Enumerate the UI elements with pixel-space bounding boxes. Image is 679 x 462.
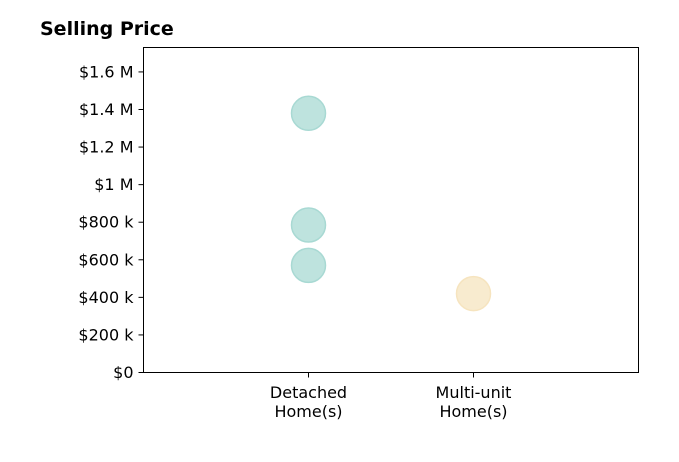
- y-tick-label: $0: [113, 363, 133, 382]
- y-tick-label: $1.4 M: [79, 100, 134, 119]
- data-point: [290, 95, 327, 132]
- data-point: [290, 207, 327, 243]
- chart-title: Selling Price: [40, 18, 174, 40]
- x-tick-label: Home(s): [439, 402, 507, 421]
- y-tick-label: $200 k: [78, 325, 134, 344]
- data-points: [290, 95, 492, 312]
- x-tick-label: Multi-unit: [436, 383, 512, 402]
- y-tick-label: $1.6 M: [79, 62, 134, 81]
- x-tick-label: Home(s): [274, 402, 342, 421]
- x-tick-label: Detached: [270, 383, 347, 402]
- y-tick-label: $400 k: [78, 288, 134, 307]
- data-point: [455, 275, 492, 312]
- y-tick-label: $1.2 M: [79, 138, 134, 157]
- data-point: [290, 247, 327, 284]
- y-tick-label: $800 k: [78, 213, 134, 232]
- y-tick-label: $1 M: [94, 175, 133, 194]
- y-tick-label: $600 k: [78, 250, 134, 269]
- y-axis: $0 $200 k $400 k $600 k $800 k $1 M $1.2 M $1.4…: [78, 62, 144, 382]
- plot-frame: [143, 47, 639, 373]
